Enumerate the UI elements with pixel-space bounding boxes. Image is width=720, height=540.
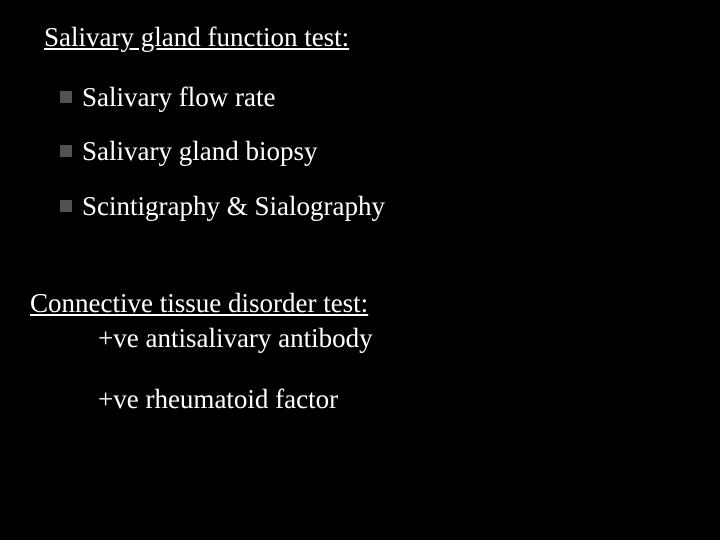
section1-heading: Salivary gland function test: bbox=[44, 22, 720, 53]
section1-bullets: Salivary flow rate Salivary gland biopsy… bbox=[60, 81, 720, 222]
section2-line: +ve rheumatoid factor bbox=[98, 382, 720, 417]
square-bullet-icon bbox=[60, 200, 72, 212]
slide: Salivary gland function test: Salivary f… bbox=[0, 0, 720, 540]
bullet-text: Scintigraphy & Sialography bbox=[82, 190, 385, 222]
section2-line: +ve antisalivary antibody bbox=[98, 321, 720, 356]
bullet-text: Salivary gland biopsy bbox=[82, 135, 317, 167]
list-item: Salivary gland biopsy bbox=[60, 135, 720, 167]
square-bullet-icon bbox=[60, 91, 72, 103]
list-item: Scintigraphy & Sialography bbox=[60, 190, 720, 222]
square-bullet-icon bbox=[60, 145, 72, 157]
list-item: Salivary flow rate bbox=[60, 81, 720, 113]
bullet-text: Salivary flow rate bbox=[82, 81, 275, 113]
section2-heading: Connective tissue disorder test: bbox=[30, 288, 720, 319]
